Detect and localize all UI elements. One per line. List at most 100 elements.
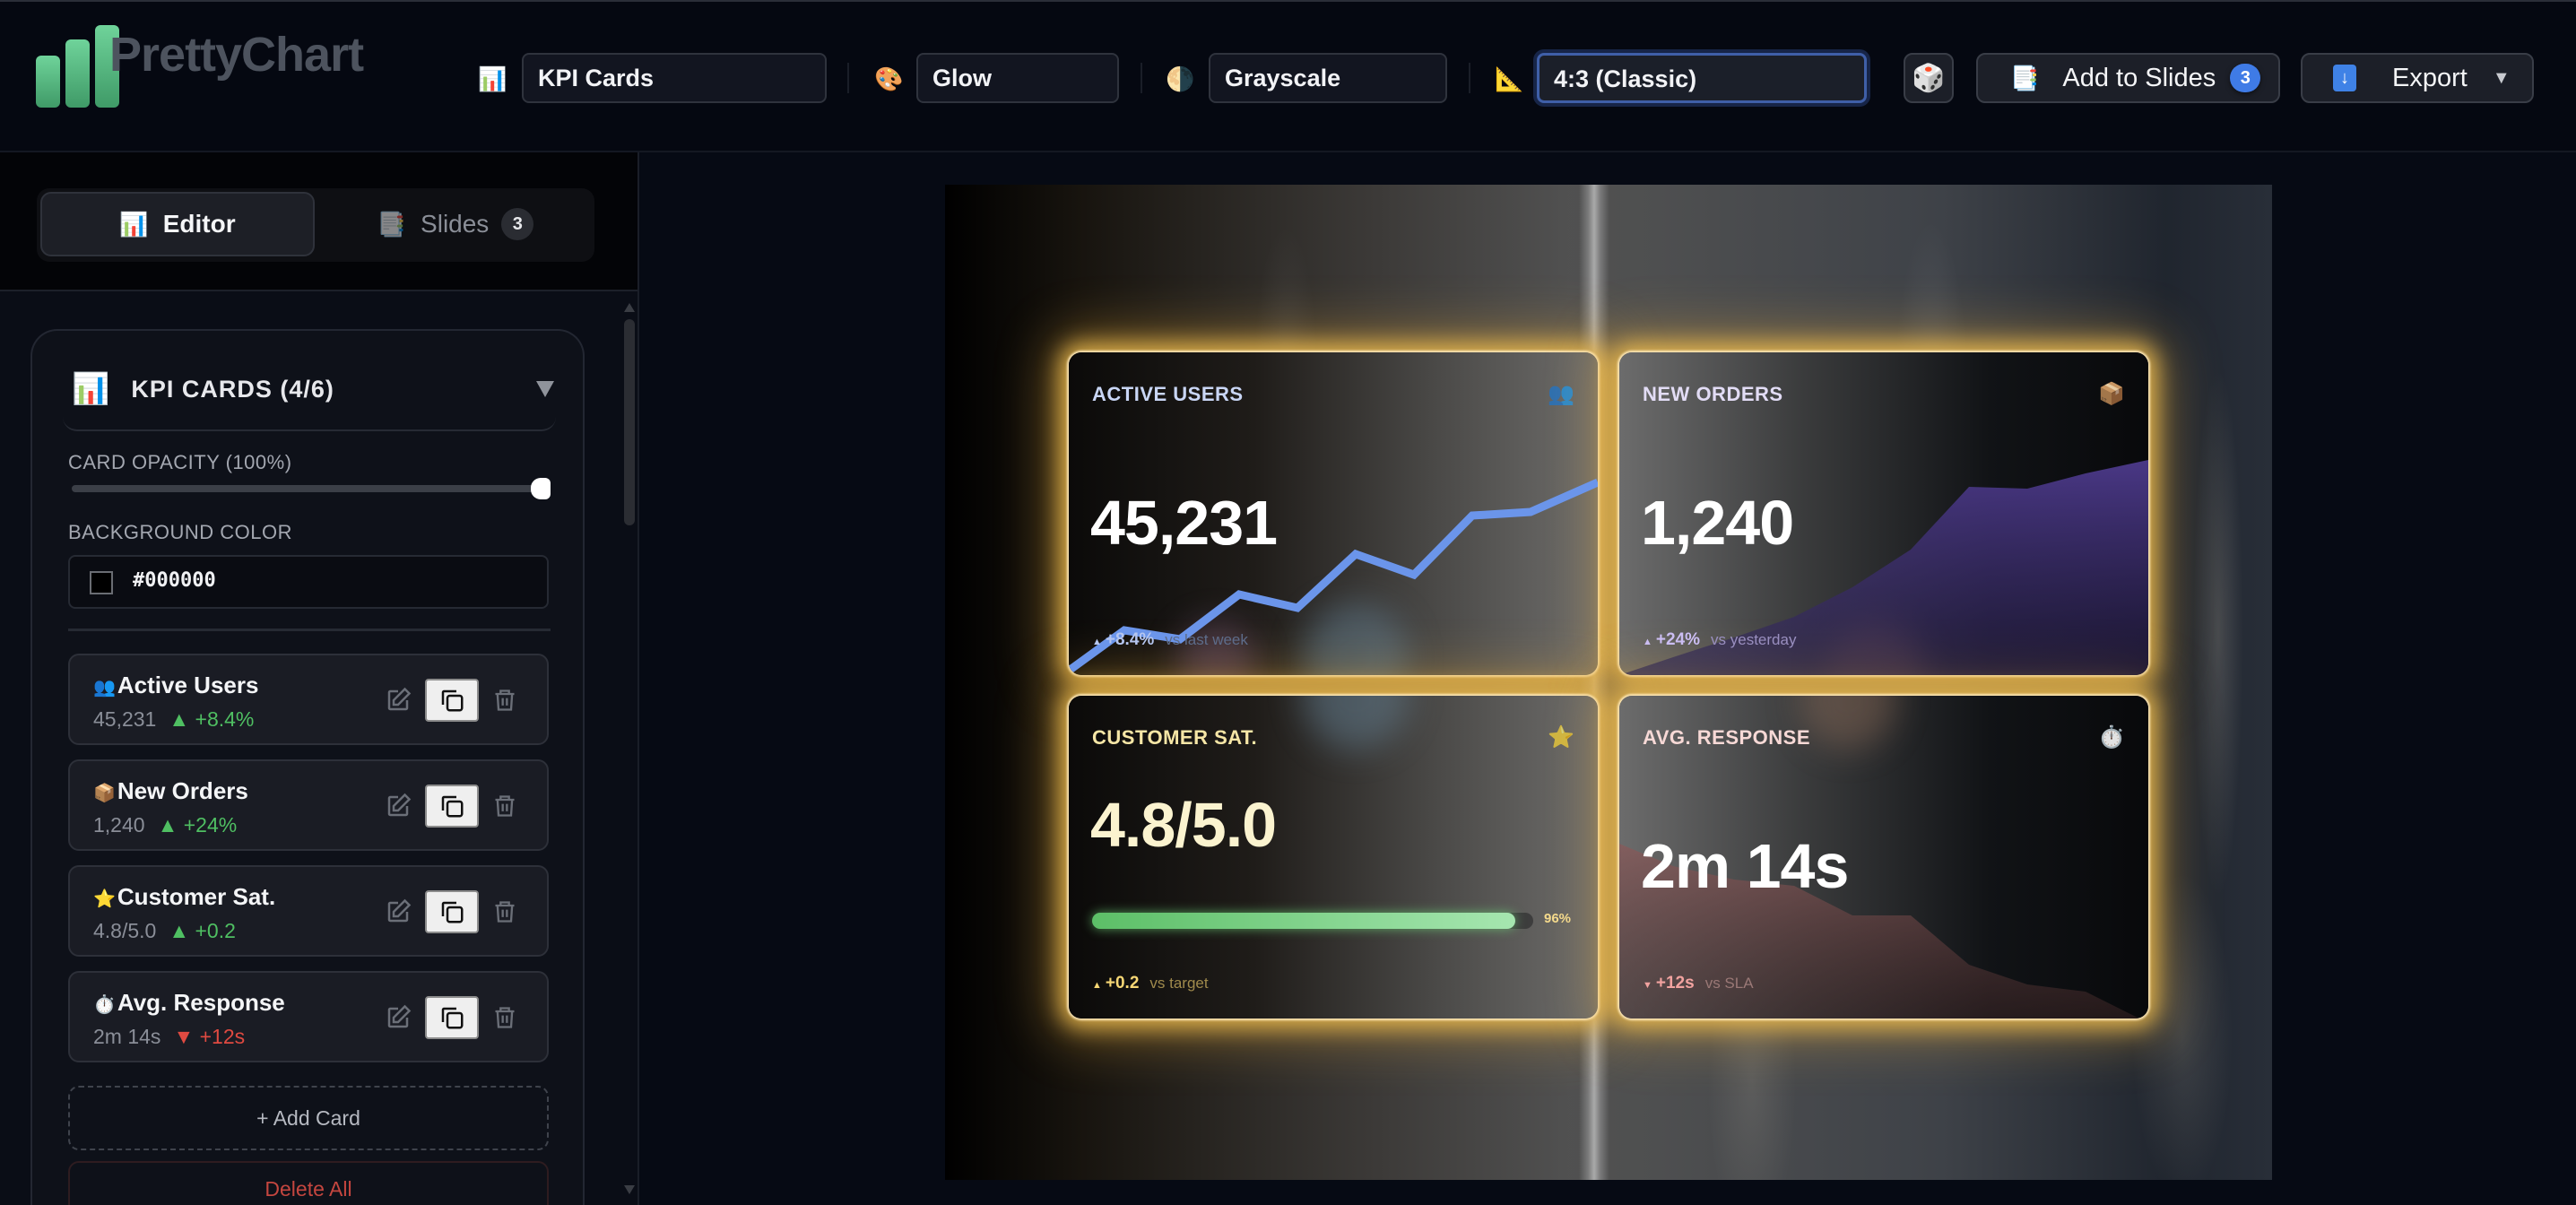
users-icon: 👥 bbox=[1548, 382, 1574, 406]
delete-button[interactable] bbox=[490, 892, 520, 932]
trash-icon bbox=[495, 901, 515, 923]
sidebar: 📊 Editor 📑 Slides 3 📊 KPI CARDS (4/6) bbox=[0, 152, 639, 1205]
kpi-card-customer-sat[interactable]: CUSTOMER SAT. ⭐ 4.8/5.0 96% ▲ +0.2 vs targ… bbox=[1069, 696, 1598, 1019]
area-sparkline bbox=[1619, 460, 2148, 675]
star-icon: ⭐ bbox=[93, 889, 116, 909]
copy-icon bbox=[441, 689, 464, 712]
kpi-list-item[interactable]: ⭐Customer Sat. 4.8/5.0 ▲ +0.2 bbox=[68, 865, 549, 957]
trend-up-icon: ▲ bbox=[1092, 637, 1102, 647]
bar-chart-icon: 📊 bbox=[478, 65, 507, 92]
delete-button[interactable] bbox=[490, 786, 520, 826]
card-delta: +0.2 bbox=[1105, 974, 1140, 993]
document-icon: 📑 bbox=[377, 210, 407, 238]
card-comparison: vs SLA bbox=[1704, 975, 1754, 992]
item-delta: +0.2 bbox=[195, 919, 236, 942]
export-label: Export bbox=[2392, 63, 2468, 92]
slides-count-badge: 3 bbox=[2230, 64, 2261, 92]
top-toolbar: PrettyChart 📊 KPI Cards 🎨 Glow 🌗 Graysca… bbox=[0, 0, 2576, 152]
card-value: 1,240 bbox=[1641, 488, 1794, 558]
duplicate-button[interactable] bbox=[425, 679, 479, 722]
kpi-card-new-orders[interactable]: NEW ORDERS 📦 1,240 ▲ +24% vs yesterday bbox=[1619, 352, 2148, 675]
scrollbar-thumb[interactable] bbox=[624, 319, 635, 525]
slides-count-badge: 3 bbox=[501, 208, 534, 240]
app-name: PrettyChart bbox=[109, 28, 364, 82]
area-sparkline-declining bbox=[1619, 844, 2139, 1019]
card-opacity-slider-thumb[interactable] bbox=[531, 478, 551, 499]
background-color-input[interactable]: #000000 bbox=[68, 555, 549, 609]
download-icon: ↓ bbox=[2333, 65, 2356, 91]
item-name: Customer Sat. bbox=[117, 883, 276, 910]
item-value: 4.8/5.0 bbox=[93, 919, 157, 942]
kpi-list-item[interactable]: 👥Active Users 45,231 ▲ +8.4% bbox=[68, 654, 549, 745]
delete-button[interactable] bbox=[490, 681, 520, 720]
card-opacity-label: CARD OPACITY (100%) bbox=[68, 451, 292, 473]
kpi-card-active-users[interactable]: ACTIVE USERS 👥 45,231 ▲ +8.4% vs last week bbox=[1069, 352, 1598, 675]
delete-all-button[interactable]: Delete All bbox=[68, 1161, 549, 1205]
card-delta: +24% bbox=[1655, 630, 1701, 649]
bar-chart-icon: 📊 bbox=[119, 210, 149, 238]
kpi-list-item[interactable]: ⏱️Avg. Response 2m 14s ▼ +12s bbox=[68, 971, 549, 1062]
preview-area: ACTIVE USERS 👥 45,231 ▲ +8.4% vs last week bbox=[639, 152, 2576, 1205]
export-button[interactable]: ↓ Export ▼ bbox=[2301, 53, 2534, 103]
duplicate-button[interactable] bbox=[425, 785, 479, 828]
scroll-down-arrow-icon[interactable] bbox=[624, 1185, 635, 1194]
light-beam bbox=[1579, 185, 1609, 1180]
add-card-button[interactable]: + Add Card bbox=[68, 1086, 549, 1150]
card-footer: ▲ +8.4% vs last week bbox=[1092, 630, 1248, 650]
line-sparkline bbox=[1069, 478, 1598, 674]
progress-percent: 96% bbox=[1544, 911, 1572, 926]
card-footer: ▲ +24% vs yesterday bbox=[1643, 630, 1796, 650]
card-opacity-slider[interactable] bbox=[72, 485, 551, 492]
copy-icon bbox=[441, 1007, 464, 1029]
background-color-label: BACKGROUND COLOR bbox=[68, 521, 293, 543]
palette-icon: 🎨 bbox=[874, 65, 904, 92]
card-value: 4.8/5.0 bbox=[1090, 790, 1277, 860]
tab-editor[interactable]: 📊 Editor bbox=[40, 192, 315, 256]
copy-icon bbox=[441, 901, 464, 923]
duplicate-button[interactable] bbox=[425, 890, 479, 933]
card-delta: +12s bbox=[1655, 974, 1695, 993]
card-title: ACTIVE USERS bbox=[1092, 383, 1244, 405]
aspect-ratio-select[interactable]: 4:3 (Classic) bbox=[1537, 53, 1867, 103]
style-select[interactable]: Glow bbox=[916, 53, 1119, 103]
sidebar-scrollbar[interactable] bbox=[621, 296, 636, 1201]
card-title: CUSTOMER SAT. bbox=[1092, 726, 1258, 749]
item-value: 45,231 bbox=[93, 707, 157, 731]
pencil-icon bbox=[387, 793, 412, 817]
duplicate-button[interactable] bbox=[425, 996, 479, 1039]
add-to-slides-button[interactable]: 📑 Add to Slides 3 bbox=[1976, 53, 2280, 103]
edit-button[interactable] bbox=[382, 892, 414, 932]
card-value: 2m 14s bbox=[1641, 831, 1849, 901]
palette-select[interactable]: Grayscale bbox=[1209, 53, 1447, 103]
collapse-chevron-icon[interactable] bbox=[536, 381, 554, 397]
card-delta: +8.4% bbox=[1105, 630, 1155, 649]
tab-slides[interactable]: 📑 Slides 3 bbox=[320, 192, 591, 256]
randomize-button[interactable]: 🎲 bbox=[1904, 53, 1954, 103]
edit-button[interactable] bbox=[382, 998, 414, 1037]
edit-button[interactable] bbox=[382, 681, 414, 720]
item-delta: +8.4% bbox=[195, 707, 255, 731]
document-icon: 📑 bbox=[2010, 64, 2040, 91]
tab-slides-label: Slides bbox=[421, 210, 490, 238]
chevron-down-icon: ▼ bbox=[2492, 67, 2511, 88]
logo bbox=[36, 22, 119, 108]
chart-type-select[interactable]: KPI Cards bbox=[522, 53, 827, 103]
item-value: 2m 14s bbox=[93, 1025, 161, 1048]
star-icon: ⭐ bbox=[1548, 725, 1574, 750]
color-swatch[interactable] bbox=[90, 571, 113, 594]
stopwatch-icon: ⏱️ bbox=[2098, 725, 2125, 750]
scroll-up-arrow-icon[interactable] bbox=[624, 303, 635, 312]
card-footer: ▼ +12s vs SLA bbox=[1643, 974, 1754, 993]
kpi-list-item[interactable]: 📦New Orders 1,240 ▲ +24% bbox=[68, 759, 549, 851]
panel-header[interactable]: 📊 KPI CARDS (4/6) bbox=[63, 349, 556, 431]
toolbar-divider bbox=[1469, 63, 1470, 93]
kpi-card-avg-response[interactable]: AVG. RESPONSE ⏱️ 2m 14s ▼ +12s vs SLA bbox=[1619, 696, 2148, 1019]
edit-button[interactable] bbox=[382, 786, 414, 826]
item-name: New Orders bbox=[117, 777, 248, 804]
delete-button[interactable] bbox=[490, 998, 520, 1037]
pencil-icon bbox=[387, 898, 412, 923]
pencil-icon bbox=[387, 1004, 412, 1028]
trend-up-icon: ▲ bbox=[1643, 637, 1652, 647]
item-name: Avg. Response bbox=[117, 989, 285, 1016]
